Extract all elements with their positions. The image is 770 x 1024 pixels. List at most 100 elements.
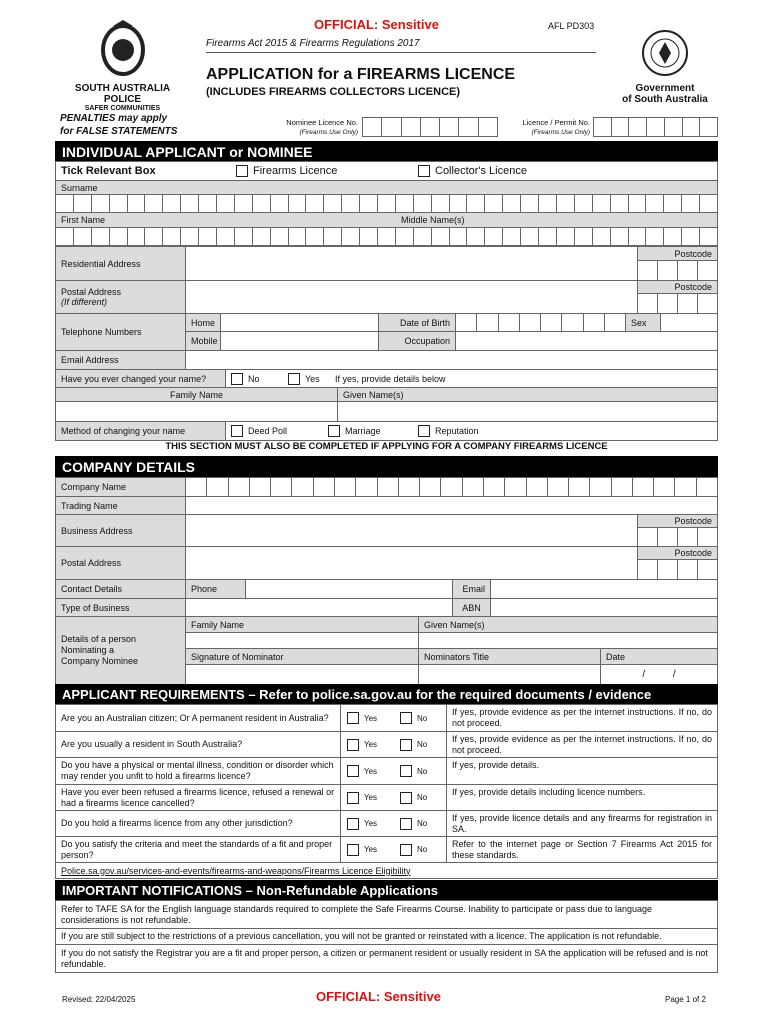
char-box[interactable] xyxy=(646,195,665,212)
char-box[interactable] xyxy=(664,195,683,212)
char-box[interactable] xyxy=(253,228,271,245)
char-box[interactable] xyxy=(664,228,683,245)
char-box[interactable] xyxy=(593,228,611,245)
prev-given-input[interactable] xyxy=(337,401,718,422)
char-box[interactable] xyxy=(324,228,343,245)
char-box[interactable] xyxy=(700,228,717,245)
char-box[interactable] xyxy=(432,195,450,212)
char-box[interactable] xyxy=(450,195,468,212)
char-box[interactable] xyxy=(654,478,676,496)
char-box[interactable] xyxy=(396,195,414,212)
char-box[interactable] xyxy=(217,195,235,212)
char-box[interactable] xyxy=(92,195,110,212)
char-box[interactable] xyxy=(253,195,271,212)
char-box[interactable] xyxy=(181,195,200,212)
char-box[interactable] xyxy=(235,228,253,245)
char-box[interactable] xyxy=(678,294,698,313)
char-box[interactable] xyxy=(484,478,506,496)
first-name-input[interactable] xyxy=(55,227,718,246)
char-box[interactable] xyxy=(629,118,648,136)
char-box[interactable] xyxy=(593,195,611,212)
marriage-checkbox[interactable] xyxy=(328,425,340,437)
char-box[interactable] xyxy=(520,314,541,331)
char-box[interactable] xyxy=(638,528,658,546)
char-box[interactable] xyxy=(527,478,548,496)
char-box[interactable] xyxy=(271,228,289,245)
char-box[interactable] xyxy=(638,560,658,579)
char-box[interactable] xyxy=(402,118,421,136)
char-box[interactable] xyxy=(217,228,235,245)
char-box[interactable] xyxy=(675,478,697,496)
signature-input[interactable] xyxy=(185,664,419,685)
char-box[interactable] xyxy=(463,478,484,496)
char-box[interactable] xyxy=(378,228,396,245)
nominator-title-input[interactable] xyxy=(418,664,601,685)
collectors-licence-checkbox[interactable] xyxy=(418,165,430,177)
char-box[interactable] xyxy=(562,314,584,331)
char-box[interactable] xyxy=(633,478,655,496)
requirement-yes-checkbox[interactable] xyxy=(347,765,359,777)
char-box[interactable] xyxy=(611,195,629,212)
changed-name-yes-checkbox[interactable] xyxy=(288,372,300,385)
char-box[interactable] xyxy=(557,228,575,245)
char-box[interactable] xyxy=(521,195,540,212)
char-box[interactable] xyxy=(499,314,520,331)
char-box[interactable] xyxy=(110,228,128,245)
firearms-licence-checkbox[interactable] xyxy=(236,165,248,177)
char-box[interactable] xyxy=(163,228,182,245)
char-box[interactable] xyxy=(199,195,218,212)
char-box[interactable] xyxy=(646,228,665,245)
char-box[interactable] xyxy=(74,195,92,212)
char-box[interactable] xyxy=(697,478,717,496)
char-box[interactable] xyxy=(289,195,307,212)
char-box[interactable] xyxy=(56,228,74,245)
char-box[interactable] xyxy=(356,478,378,496)
char-box[interactable] xyxy=(698,294,717,313)
char-box[interactable] xyxy=(271,478,293,496)
char-box[interactable] xyxy=(605,314,625,331)
sex-input[interactable] xyxy=(660,313,718,332)
postal-address-input[interactable] xyxy=(185,280,638,314)
char-box[interactable] xyxy=(569,478,591,496)
company-name-input[interactable] xyxy=(185,477,718,497)
char-box[interactable] xyxy=(584,314,605,331)
char-box[interactable] xyxy=(503,195,522,212)
char-box[interactable] xyxy=(186,478,208,496)
char-box[interactable] xyxy=(541,314,563,331)
occupation-input[interactable] xyxy=(455,331,718,351)
char-box[interactable] xyxy=(683,118,701,136)
char-box[interactable] xyxy=(440,118,460,136)
abn-input[interactable] xyxy=(490,598,718,617)
char-box[interactable] xyxy=(700,195,717,212)
char-box[interactable] xyxy=(145,195,164,212)
home-phone-input[interactable] xyxy=(220,313,379,332)
permit-no-input[interactable] xyxy=(593,117,718,137)
char-box[interactable] xyxy=(629,195,647,212)
requirement-no-checkbox[interactable] xyxy=(400,817,412,830)
char-box[interactable] xyxy=(539,195,557,212)
char-box[interactable] xyxy=(181,228,200,245)
char-box[interactable] xyxy=(128,228,146,245)
char-box[interactable] xyxy=(441,478,463,496)
char-box[interactable] xyxy=(399,478,421,496)
char-box[interactable] xyxy=(467,228,486,245)
company-postal-postcode-input[interactable] xyxy=(637,559,718,580)
residential-address-input[interactable] xyxy=(185,246,638,281)
char-box[interactable] xyxy=(432,228,450,245)
requirement-yes-checkbox[interactable] xyxy=(347,712,359,724)
char-box[interactable] xyxy=(378,195,396,212)
char-box[interactable] xyxy=(485,195,504,212)
business-address-input[interactable] xyxy=(185,514,638,547)
char-box[interactable] xyxy=(363,118,383,136)
requirement-yes-checkbox[interactable] xyxy=(347,817,359,830)
requirement-no-checkbox[interactable] xyxy=(400,843,412,856)
char-box[interactable] xyxy=(505,478,527,496)
char-box[interactable] xyxy=(382,118,402,136)
requirement-no-checkbox[interactable] xyxy=(400,765,412,777)
char-box[interactable] xyxy=(682,195,701,212)
mobile-phone-input[interactable] xyxy=(220,331,379,351)
char-box[interactable] xyxy=(360,228,379,245)
changed-name-no-checkbox[interactable] xyxy=(231,372,243,385)
char-box[interactable] xyxy=(396,228,414,245)
char-box[interactable] xyxy=(163,195,182,212)
